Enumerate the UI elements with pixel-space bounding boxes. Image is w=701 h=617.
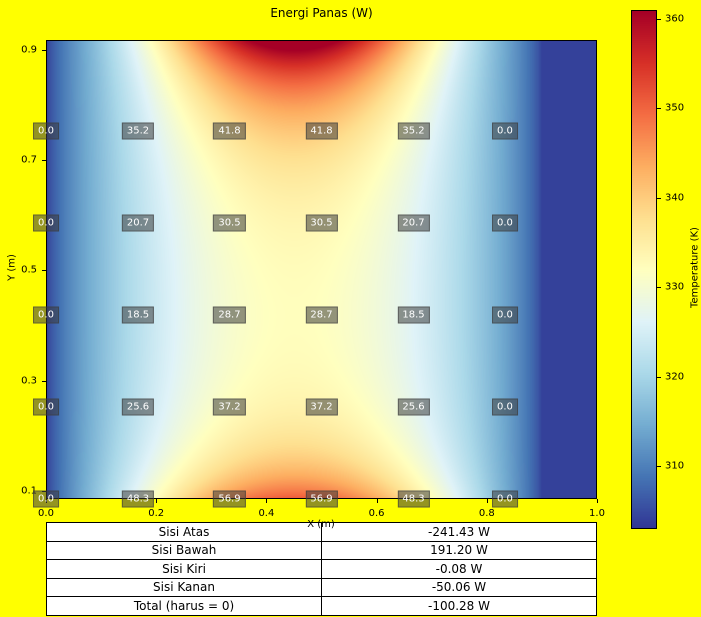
data-label: 18.5 (121, 306, 155, 324)
x-tick-label: 1.0 (589, 508, 605, 519)
data-label: 20.7 (121, 214, 155, 232)
colorbar-tick-label: 350 (665, 102, 685, 114)
table-cell-label: Total (harus = 0) (46, 596, 322, 616)
x-tick-mark (597, 499, 598, 503)
data-label: 28.7 (305, 306, 338, 324)
data-label: 0.0 (33, 122, 59, 140)
data-label: 0.0 (492, 398, 518, 416)
data-label: 18.5 (397, 306, 430, 324)
table-cell-value: -241.43 W (321, 522, 597, 542)
colorbar (631, 10, 657, 529)
colorbar-tick-label: 360 (665, 13, 685, 25)
colorbar-tick-mark (657, 466, 661, 468)
data-label: 37.2 (305, 398, 338, 416)
colorbar-tick-mark (657, 197, 661, 199)
table-cell-label: Sisi Atas (46, 522, 322, 542)
data-label: 56.9 (213, 490, 246, 508)
data-label: 41.8 (213, 122, 246, 140)
colorbar-label: Temperature (K) (689, 227, 701, 308)
data-label: 48.3 (397, 490, 430, 508)
data-label: 0.0 (492, 214, 518, 232)
y-tick-label: 0.7 (21, 154, 37, 166)
x-tick-label: 0.6 (368, 508, 385, 519)
data-label: 0.0 (33, 214, 59, 232)
y-tick-mark (42, 49, 46, 51)
table-row: Sisi Atas -241.43 W (46, 522, 597, 542)
data-label: 0.0 (33, 490, 59, 508)
table-row: Sisi Bawah 191.20 W (46, 540, 597, 560)
x-tick-label: 0.4 (258, 508, 275, 519)
table-row: Total (harus = 0) -100.28 W (46, 596, 597, 616)
table-cell-value: -50.06 W (321, 577, 597, 597)
table-cell-value: -0.08 W (321, 559, 597, 579)
y-tick-label: 0.3 (21, 375, 37, 387)
x-axis-label: X (m) (307, 519, 335, 530)
data-label: 28.7 (213, 306, 246, 324)
y-tick-label: 0.1 (21, 485, 37, 497)
table-cell-label: Sisi Bawah (46, 540, 322, 560)
y-tick-mark (42, 160, 46, 162)
colorbar-tick-label: 310 (665, 460, 685, 472)
y-tick-mark (42, 270, 46, 272)
colorbar-tick-label: 330 (665, 281, 685, 293)
data-label: 0.0 (492, 122, 518, 140)
data-label: 35.2 (121, 122, 155, 140)
data-label: 41.8 (305, 122, 338, 140)
colorbar-tick-mark (657, 287, 661, 289)
data-label: 0.0 (33, 306, 59, 324)
table-cell-value: -100.28 W (321, 596, 597, 616)
data-label: 25.6 (121, 398, 155, 416)
colorbar-tick-label: 340 (665, 192, 685, 204)
data-label: 20.7 (397, 214, 430, 232)
table-cell-value: 191.20 W (321, 540, 597, 560)
x-tick-mark (156, 499, 158, 503)
y-tick-label: 0.9 (21, 44, 37, 56)
data-label: 30.5 (213, 214, 246, 232)
data-label: 25.6 (397, 398, 430, 416)
data-label: 0.0 (33, 398, 59, 416)
y-tick-mark (42, 380, 46, 382)
data-label: 56.9 (305, 490, 338, 508)
data-label: 0.0 (492, 490, 518, 508)
y-axis-label: Y (m) (6, 254, 18, 281)
data-label: 48.3 (121, 490, 155, 508)
data-label: 0.0 (492, 306, 518, 324)
data-label: 30.5 (305, 214, 338, 232)
energy-table: Sisi Atas -241.43 W Sisi Bawah 191.20 W Sisi… (46, 522, 597, 616)
y-tick-label: 0.5 (21, 264, 37, 276)
x-tick-mark (376, 499, 378, 503)
colorbar-tick-mark (657, 18, 661, 20)
colorbar-tick-label: 320 (665, 371, 685, 383)
x-tick-mark (266, 499, 268, 503)
table-cell-label: Sisi Kanan (46, 577, 322, 597)
colorbar-tick-mark (657, 108, 661, 110)
colorbar-tick-mark (657, 376, 661, 378)
table-row: Sisi Kiri -0.08 W (46, 559, 597, 579)
table-cell-label: Sisi Kiri (46, 559, 322, 579)
x-tick-label: 0.8 (478, 508, 495, 519)
heatmap-image (47, 41, 596, 498)
heatmap-plot-area (46, 40, 597, 499)
table-row: Sisi Kanan -50.06 W (46, 577, 597, 597)
chart-title: Energi Panas (W) (270, 6, 373, 20)
x-tick-label: 0.0 (38, 508, 54, 519)
x-tick-label: 0.2 (148, 508, 165, 519)
x-tick-mark (486, 499, 488, 503)
data-label: 37.2 (213, 398, 246, 416)
data-label: 35.2 (397, 122, 430, 140)
